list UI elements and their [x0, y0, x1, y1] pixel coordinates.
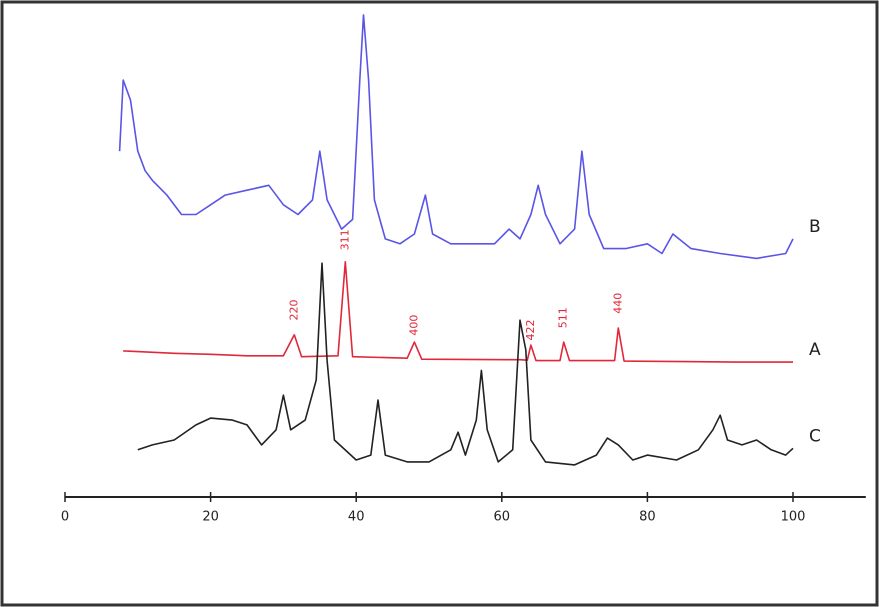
- series-label: B: [809, 217, 821, 237]
- peak-label: 440: [611, 293, 624, 314]
- x-tick-label: 0: [61, 510, 69, 525]
- peak-label: 422: [524, 319, 537, 340]
- x-tick-label: 20: [202, 510, 219, 525]
- series-label: A: [809, 340, 821, 360]
- series-label: C: [809, 426, 821, 446]
- series-line: [137, 262, 794, 466]
- x-tick-label: 60: [494, 510, 511, 525]
- peak-label: 220: [287, 299, 300, 320]
- x-tick-label: 100: [781, 510, 806, 525]
- peak-label: 311: [338, 229, 351, 250]
- x-tick-label: 80: [639, 510, 656, 525]
- x-tick-label: 40: [348, 510, 365, 525]
- peak-label: 400: [407, 315, 420, 336]
- series-line: [118, 14, 794, 260]
- peak-label: 511: [557, 307, 570, 328]
- series-line: [123, 261, 793, 363]
